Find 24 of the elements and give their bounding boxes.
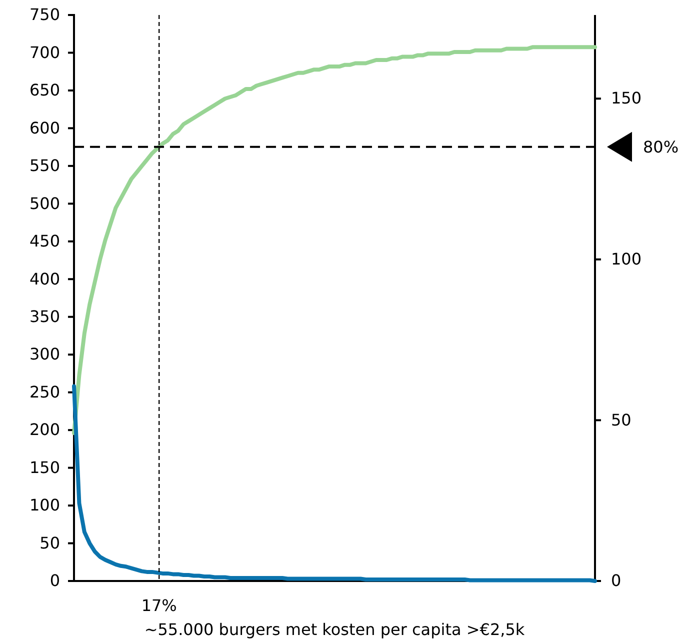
y-tick-label: 750 [29,5,60,24]
y-tick-label: 550 [29,156,60,176]
y2-tick-label: 150 [611,88,642,108]
y-tick-label: 450 [29,232,60,251]
y-tick-label: 50 [40,533,60,552]
y-tick-label: 150 [29,458,60,477]
y-tick-label: 600 [29,118,60,138]
y-tick-label: 100 [29,496,60,515]
y2-tick-label: 100 [611,250,642,269]
text: 80% [643,137,679,156]
y-tick-label: 300 [29,344,60,364]
y-tick-label: 700 [29,42,60,62]
y-tick-label: 650 [29,80,60,100]
y-tick-label: 0 [50,571,60,590]
line-series [72,45,597,436]
y-tick-label: 350 [29,306,60,326]
y2-tick-label: 50 [611,410,632,430]
y-tick-label: 200 [29,420,60,440]
y-tick-label: 250 [29,382,60,402]
text: 17% [141,596,177,615]
x-axis-title: ~55.000 burgers met kosten per capita >€2,5k [144,620,526,639]
y-tick-label: 500 [29,194,60,213]
y2-tick-label: 0 [611,571,622,590]
y-tick-label: 400 [29,269,60,288]
